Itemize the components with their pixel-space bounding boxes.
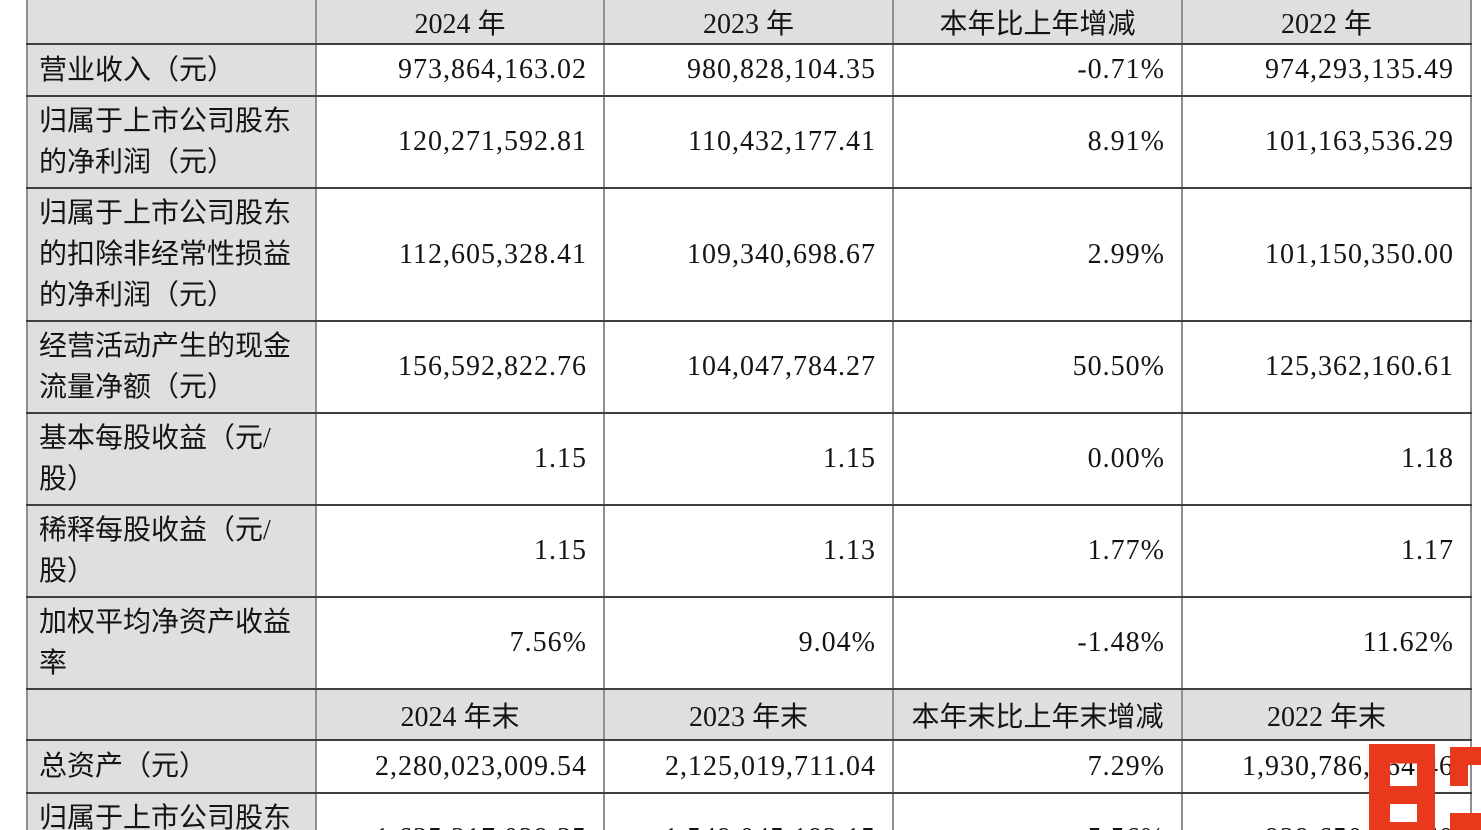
value-cell-2022: 11.62%	[1181, 596, 1472, 690]
value-cell-2022: 1.17	[1181, 504, 1472, 598]
header-cell-2023: 2023 年末	[603, 688, 894, 741]
header-corner-cell	[26, 0, 317, 45]
value-cell-2022: 1,930,786,964.46	[1181, 739, 1472, 794]
value-cell-2022: 929,650,938.60	[1181, 792, 1472, 830]
value-cell-2024: 1.15	[315, 412, 605, 506]
value-cell-2023: 1.13	[603, 504, 894, 598]
value-cell-2023: 110,432,177.41	[603, 95, 894, 189]
value-cell-2022: 1.18	[1181, 412, 1472, 506]
table-row: 总资产（元） 2,280,023,009.54 2,125,019,711.04 7.…	[26, 739, 1472, 794]
value-cell-change: 7.29%	[892, 739, 1183, 794]
row-label-cell: 归属于上市公司股东的净利润（元）	[26, 95, 317, 189]
table-header-row: 2024 年末 2023 年末 本年末比上年末增减 2022 年末	[26, 688, 1472, 741]
row-label-cell: 经营活动产生的现金流量净额（元）	[26, 320, 317, 414]
value-cell-2024: 156,592,822.76	[315, 320, 605, 414]
value-cell-change: 50.50%	[892, 320, 1183, 414]
table-row: 营业收入（元） 973,864,163.02 980,828,104.35 -0.71…	[26, 43, 1472, 97]
financial-summary-table: 2024 年 2023 年本年比上年增减 2022 年营业收入（元） 973,864,…	[26, 0, 1472, 830]
header-cell-2024: 2024 年末	[315, 688, 605, 741]
row-label-cell: 基本每股收益（元/股）	[26, 412, 317, 506]
row-label-cell: 加权平均净资产收益率	[26, 596, 317, 690]
header-cell-2024: 2024 年	[315, 0, 605, 45]
value-cell-2022: 101,163,536.29	[1181, 95, 1472, 189]
value-cell-2023: 980,828,104.35	[603, 43, 894, 97]
value-cell-2022: 974,293,135.49	[1181, 43, 1472, 97]
value-cell-2023: 1.15	[603, 412, 894, 506]
value-cell-2024: 1.15	[315, 504, 605, 598]
table-row: 稀释每股收益（元/股） 1.15 1.13 1.77% 1.17	[26, 504, 1472, 598]
value-cell-change: 1.77%	[892, 504, 1183, 598]
value-cell-2022: 101,150,350.00	[1181, 187, 1472, 322]
row-label-cell: 营业收入（元）	[26, 43, 317, 97]
header-cell-2022: 2022 年末	[1181, 688, 1472, 741]
value-cell-2024: 973,864,163.02	[315, 43, 605, 97]
value-cell-2023: 104,047,784.27	[603, 320, 894, 414]
row-label-cell: 归属于上市公司股东的扣除非经常性损益的净利润（元）	[26, 187, 317, 322]
table-row: 归属于上市公司股东的扣除非经常性损益的净利润（元） 112,605,328.41 1…	[26, 187, 1472, 322]
table-row: 经营活动产生的现金流量净额（元） 156,592,822.76 104,047,78…	[26, 320, 1472, 414]
value-cell-2024: 2,280,023,009.54	[315, 739, 605, 794]
table-row: 基本每股收益（元/股） 1.15 1.15 0.00% 1.18	[26, 412, 1472, 506]
row-label-cell: 归属于上市公司股东的净资产（元）	[26, 792, 317, 830]
table-row: 加权平均净资产收益率 7.56% 9.04% -1.48% 11.62%	[26, 596, 1472, 690]
header-cell-2023: 2023 年	[603, 0, 894, 45]
table-row: 归属于上市公司股东的净资产（元）1,635,217,029.351,549,04…	[26, 792, 1472, 830]
value-cell-change: 0.00%	[892, 412, 1183, 506]
value-cell-2023: 9.04%	[603, 596, 894, 690]
value-cell-change: 8.91%	[892, 95, 1183, 189]
value-cell-2023: 109,340,698.67	[603, 187, 894, 322]
row-label-cell: 总资产（元）	[26, 739, 317, 794]
value-cell-2024: 7.56%	[315, 596, 605, 690]
value-cell-2022: 125,362,160.61	[1181, 320, 1472, 414]
value-cell-change: 2.99%	[892, 187, 1183, 322]
header-cell-2022: 2022 年	[1181, 0, 1472, 45]
value-cell-change: -0.71%	[892, 43, 1183, 97]
financial-summary: 2024 年 2023 年本年比上年增减 2022 年营业收入（元） 973,864,…	[26, 0, 1472, 830]
header-cell-change: 本年末比上年末增减	[892, 688, 1183, 741]
header-corner-cell	[26, 688, 317, 741]
value-cell-change: -1.48%	[892, 596, 1183, 690]
value-cell-2024: 112,605,328.41	[315, 187, 605, 322]
value-cell-2024: 1,635,217,029.35	[315, 792, 605, 830]
value-cell-change: 5.56%	[892, 792, 1183, 830]
header-cell-change: 本年比上年增减	[892, 0, 1183, 45]
value-cell-2023: 2,125,019,711.04	[603, 739, 894, 794]
row-label-cell: 稀释每股收益（元/股）	[26, 504, 317, 598]
table-header-row: 2024 年 2023 年本年比上年增减 2022 年	[26, 0, 1472, 45]
table-row: 归属于上市公司股东的净利润（元） 120,271,592.81 110,432,17…	[26, 95, 1472, 189]
value-cell-2023: 1,549,045,182.15	[603, 792, 894, 830]
value-cell-2024: 120,271,592.81	[315, 95, 605, 189]
